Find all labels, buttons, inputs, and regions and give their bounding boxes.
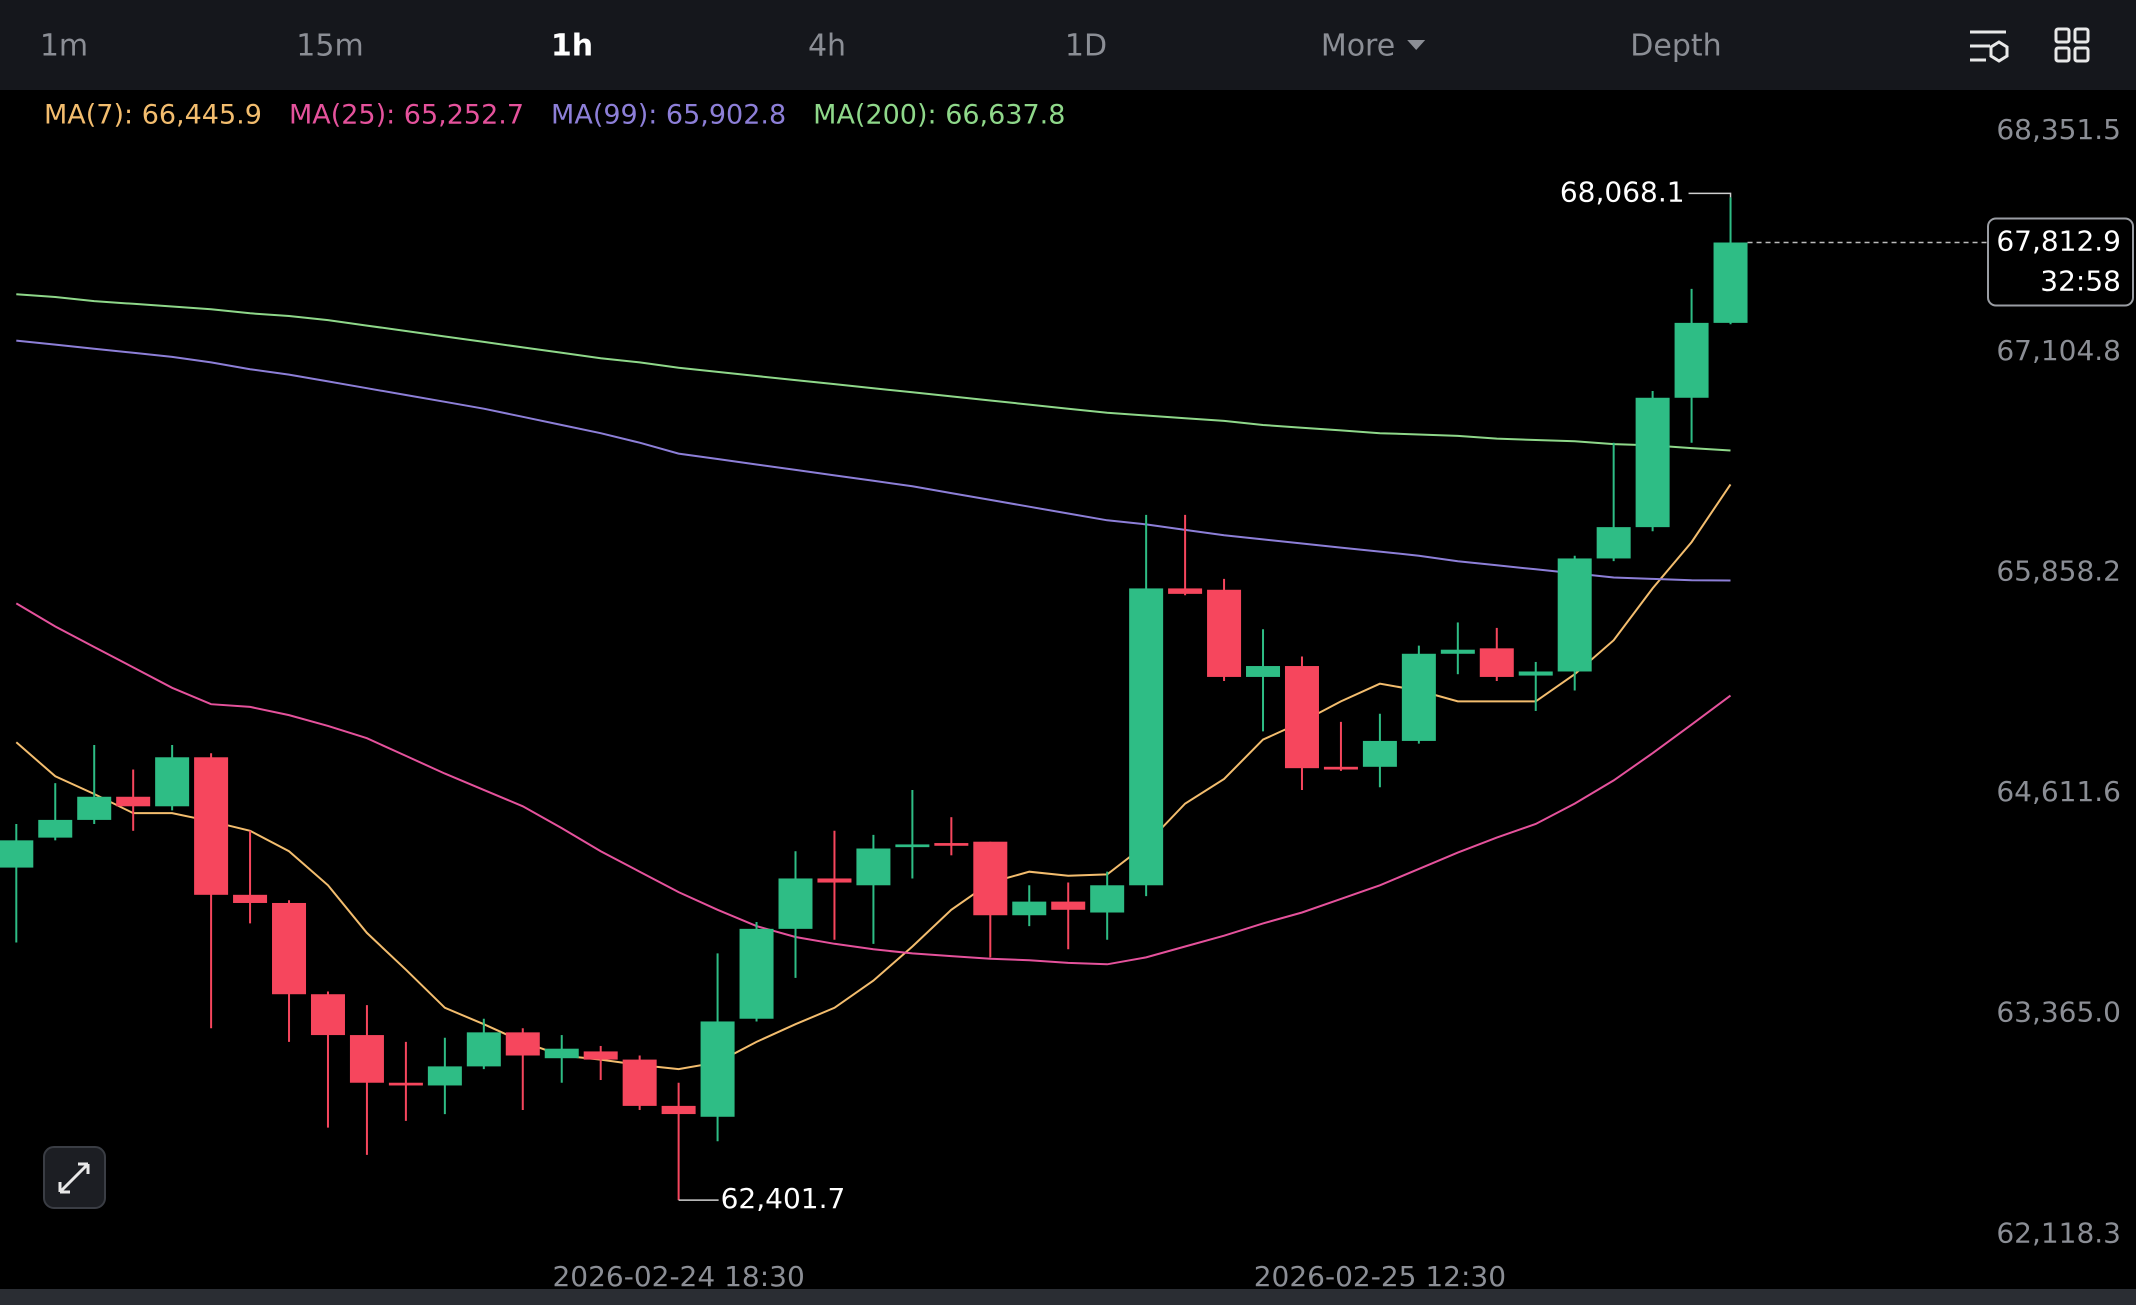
- candle-body: [544, 1048, 579, 1059]
- candle-body: [77, 796, 112, 820]
- candle-body: [583, 1051, 618, 1060]
- y-tick-label: 62,118.3: [1996, 1216, 2121, 1249]
- x-tick-label: 2026-02-25 12:30: [1254, 1260, 1506, 1293]
- high-label: 68,068.1: [1560, 175, 1685, 208]
- candle-body: [973, 841, 1008, 916]
- candle-body: [1168, 588, 1203, 594]
- candle-body: [1596, 527, 1631, 559]
- candle-body: [155, 757, 190, 807]
- y-tick-label: 63,365.0: [1996, 996, 2121, 1029]
- last-price-label: 67,812.9: [1996, 225, 2121, 258]
- y-tick-label: 64,611.6: [1996, 775, 2121, 808]
- candle-body: [1207, 589, 1242, 677]
- dropdown-caret: [1407, 40, 1426, 50]
- y-tick-label: 65,858.2: [1996, 554, 2121, 587]
- candle-body: [1518, 671, 1553, 676]
- bottom-strip: [0, 1289, 2136, 1305]
- candle-body: [1090, 885, 1125, 913]
- candle-body: [1129, 588, 1164, 886]
- candle-body: [1012, 901, 1047, 916]
- candle-body: [233, 894, 268, 903]
- legend-entry: MA(7): 66,445.9: [44, 100, 262, 131]
- ma-line: [15, 602, 1732, 966]
- y-tick-label: 68,351.5: [1996, 113, 2121, 146]
- timeframe-tab[interactable]: 1h: [551, 29, 593, 64]
- indicator-settings-icon[interactable]: [1970, 30, 2009, 63]
- candle-body: [116, 796, 151, 807]
- ma-line: [16, 339, 1731, 582]
- candle-body: [194, 757, 229, 895]
- candle-body: [1557, 558, 1592, 672]
- candle-body: [1479, 648, 1514, 677]
- layout-icon[interactable]: [2054, 27, 2090, 63]
- timeframe-tab[interactable]: Depth: [1630, 29, 1721, 64]
- legend-entry: MA(25): 65,252.7: [289, 100, 524, 131]
- timeframe-tab[interactable]: 4h: [808, 29, 846, 64]
- candle-body: [1635, 397, 1670, 528]
- candle-body: [427, 1066, 462, 1086]
- candle-body: [505, 1032, 540, 1056]
- countdown-label: 32:58: [2040, 265, 2121, 298]
- candle-body: [934, 843, 969, 846]
- candle-body: [895, 844, 930, 848]
- timeframe-tab[interactable]: 1m: [40, 29, 88, 64]
- candle-body: [310, 994, 345, 1036]
- x-tick-label: 2026-02-24 18:30: [552, 1260, 804, 1293]
- candle-body: [817, 878, 852, 883]
- candle-body: [856, 848, 891, 886]
- candle-body: [1440, 649, 1475, 654]
- y-tick-label: 67,104.8: [1996, 334, 2121, 367]
- candle-body: [661, 1105, 696, 1115]
- candle-body: [349, 1035, 384, 1083]
- ma-lines: [15, 293, 1732, 1071]
- low-label: 62,401.7: [721, 1182, 846, 1215]
- candle-body: [272, 902, 307, 995]
- ma-line: [16, 293, 1731, 452]
- expand-button[interactable]: [43, 1146, 106, 1209]
- candle-body: [38, 819, 73, 838]
- candle-body: [388, 1082, 423, 1086]
- candle-body: [1362, 740, 1397, 767]
- candle-body: [0, 840, 34, 868]
- candle-body: [622, 1059, 657, 1106]
- candle-body: [778, 878, 813, 929]
- candle-body: [1323, 766, 1358, 770]
- candle-body: [700, 1021, 735, 1117]
- candle-body: [1401, 653, 1436, 741]
- legend-entry: MA(99): 65,902.8: [551, 100, 786, 131]
- candle-body: [1284, 666, 1319, 769]
- candle-body: [1246, 666, 1281, 677]
- candles: [0, 197, 1748, 1201]
- candle-body: [1674, 322, 1709, 398]
- candle-body: [1713, 242, 1748, 323]
- timeframe-tab[interactable]: 15m: [296, 29, 363, 64]
- candle-body: [466, 1032, 501, 1067]
- candle-body: [739, 928, 774, 1019]
- high-pointer: [1688, 192, 1732, 198]
- ma-line: [15, 483, 1732, 1071]
- last-price-box: [1987, 217, 2134, 307]
- timeframe-tab[interactable]: More: [1321, 29, 1395, 64]
- timeframe-tab[interactable]: 1D: [1065, 29, 1107, 64]
- candle-body: [1051, 901, 1086, 910]
- toolbar: [0, 0, 2136, 90]
- legend-entry: MA(200): 66,637.8: [813, 100, 1065, 131]
